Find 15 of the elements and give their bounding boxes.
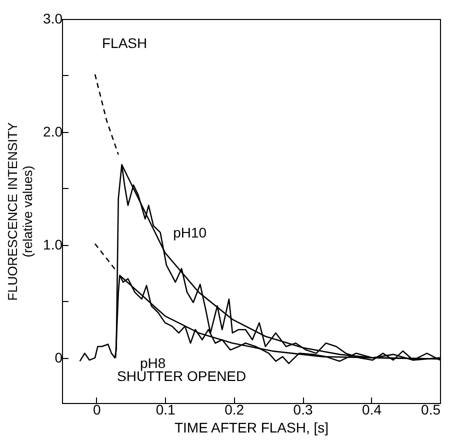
x-axis-title: TIME AFTER FLASH, [s] (174, 420, 329, 436)
annotation: FLASH (102, 35, 148, 51)
y-tick-label: 2.0 (43, 123, 63, 140)
x-tick-label: 0.5 (421, 402, 441, 418)
x-tick-label: 0.4 (362, 402, 382, 418)
x-tick-label: 0.2 (224, 402, 244, 418)
y-tick-label: 3.0 (43, 10, 63, 26)
y-tick-label: 1.0 (43, 236, 63, 252)
y-tick-label: 0 (54, 349, 63, 366)
annotation: pH10 (173, 224, 207, 241)
x-tick-label: 0.1 (156, 402, 176, 418)
y-axis-title: FLUORESCENCE INTENSITY (relative values) (5, 122, 36, 301)
x-tick-label: 0 (92, 402, 101, 418)
annotation: pH8 (140, 355, 166, 371)
x-tick-label: 0.3 (293, 402, 313, 418)
